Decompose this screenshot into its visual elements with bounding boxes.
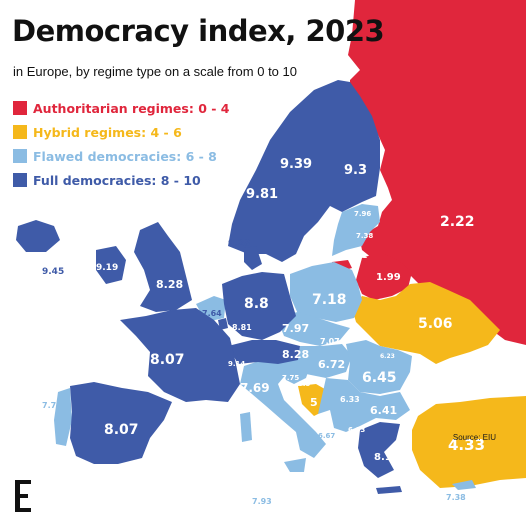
czechia-slovakia-region	[276, 312, 350, 346]
score-croatia: 6.5	[298, 380, 311, 388]
sicily-region	[284, 458, 306, 472]
poland-region	[290, 262, 362, 322]
france-region	[120, 308, 240, 402]
italy-region	[240, 360, 326, 458]
score-latvia: 7.38	[356, 232, 373, 240]
belarus-region	[356, 252, 412, 300]
score-ukraine: 5.06	[418, 316, 453, 332]
luxembourg-region	[218, 318, 228, 330]
legend: Authoritarian regimes: 0 - 4 Hybrid regi…	[13, 98, 229, 194]
romania-moldova-region	[346, 340, 412, 394]
score-bosnia: 5	[310, 396, 318, 409]
greece-region	[358, 422, 400, 478]
score-poland: 7.18	[312, 292, 347, 308]
score-hungary: 6.72	[318, 358, 345, 371]
score-greece: 8.14	[374, 452, 399, 463]
score-slovenia: 7.75	[282, 374, 299, 382]
hungary-region	[298, 344, 352, 378]
page-title: Democracy index, 2023	[12, 14, 385, 48]
sardinia-region	[240, 412, 252, 442]
score-cyprus: 7.38	[446, 493, 466, 502]
score-romania: 6.45	[362, 370, 397, 386]
score-north-macedonia: 6.03	[348, 426, 365, 434]
denmark-region	[244, 246, 262, 270]
score-czechia: 7.97	[282, 322, 309, 335]
legend-swatch-full	[13, 173, 27, 187]
score-spain: 8.07	[104, 422, 139, 438]
score-iceland: 9.45	[42, 267, 64, 277]
legend-label-hybrid: Hybrid regimes: 4 - 6	[33, 124, 182, 140]
score-portugal: 7.75	[42, 401, 62, 410]
score-finland: 9.3	[344, 163, 367, 178]
uk-region	[134, 222, 192, 312]
legend-label-authoritarian: Authoritarian regimes: 0 - 4	[33, 100, 230, 116]
germany-region	[222, 272, 296, 340]
legend-item-full: Full democracies: 8 - 10	[13, 170, 229, 190]
score-moldova: 6.23	[380, 353, 395, 360]
score-italy: 7.69	[240, 381, 270, 395]
turkey-region	[412, 396, 526, 488]
score-lithuania: 7.31	[350, 252, 367, 260]
score-france: 8.07	[150, 352, 185, 368]
legend-label-flawed: Flawed democracies: 6 - 8	[33, 148, 217, 164]
score-germany: 8.8	[244, 296, 269, 312]
economist-e-logo	[15, 480, 31, 512]
score-uk: 8.28	[156, 278, 183, 291]
slovenia-croatia-region	[280, 358, 310, 384]
austria-switzerland-region	[228, 340, 300, 364]
legend-label-full: Full democracies: 8 - 10	[33, 172, 201, 188]
score-russia: 2.22	[440, 214, 475, 230]
scandinavia-region	[228, 80, 380, 262]
score-belgium: 7.64	[202, 309, 222, 318]
score-serbia: 6.33	[340, 395, 360, 404]
cyprus-region	[452, 480, 476, 490]
balkans-region	[318, 378, 410, 432]
legend-swatch-flawed	[13, 149, 27, 163]
legend-swatch-hybrid	[13, 125, 27, 139]
ireland-region	[96, 246, 126, 284]
ukraine-region	[352, 282, 500, 364]
score-ireland: 9.19	[96, 263, 118, 273]
legend-swatch-authoritarian	[13, 101, 27, 115]
score-montenegro: 6.67	[318, 432, 335, 440]
score-albania: 6.28	[336, 439, 351, 446]
spain-region	[70, 382, 172, 464]
legend-item-hybrid: Hybrid regimes: 4 - 6	[13, 122, 229, 142]
score-austria: 8.28	[282, 348, 309, 361]
score-slovakia: 7.07	[320, 337, 340, 346]
score-norway: 9.81	[246, 187, 278, 202]
source-note: Source: EIU	[452, 433, 496, 442]
score-luxembourg: 8.81	[232, 323, 252, 332]
baltic-states-region	[332, 204, 380, 256]
score-malta: 7.93	[252, 497, 272, 506]
legend-item-authoritarian: Authoritarian regimes: 0 - 4	[13, 98, 229, 118]
score-belarus: 1.99	[376, 272, 401, 283]
portugal-region	[54, 388, 72, 446]
score-sweden: 9.39	[280, 157, 312, 172]
legend-item-flawed: Flawed democracies: 6 - 8	[13, 146, 229, 166]
page-subtitle: in Europe, by regime type on a scale fro…	[13, 64, 297, 79]
iceland-region	[16, 220, 60, 252]
score-bulgaria: 6.41	[370, 404, 397, 417]
score-switzerland: 9.14	[228, 360, 245, 368]
score-estonia: 7.96	[354, 210, 371, 218]
score-denmark: 9.28	[228, 239, 250, 249]
score-turkey: 4.33	[448, 436, 485, 454]
crete-region	[376, 486, 402, 494]
